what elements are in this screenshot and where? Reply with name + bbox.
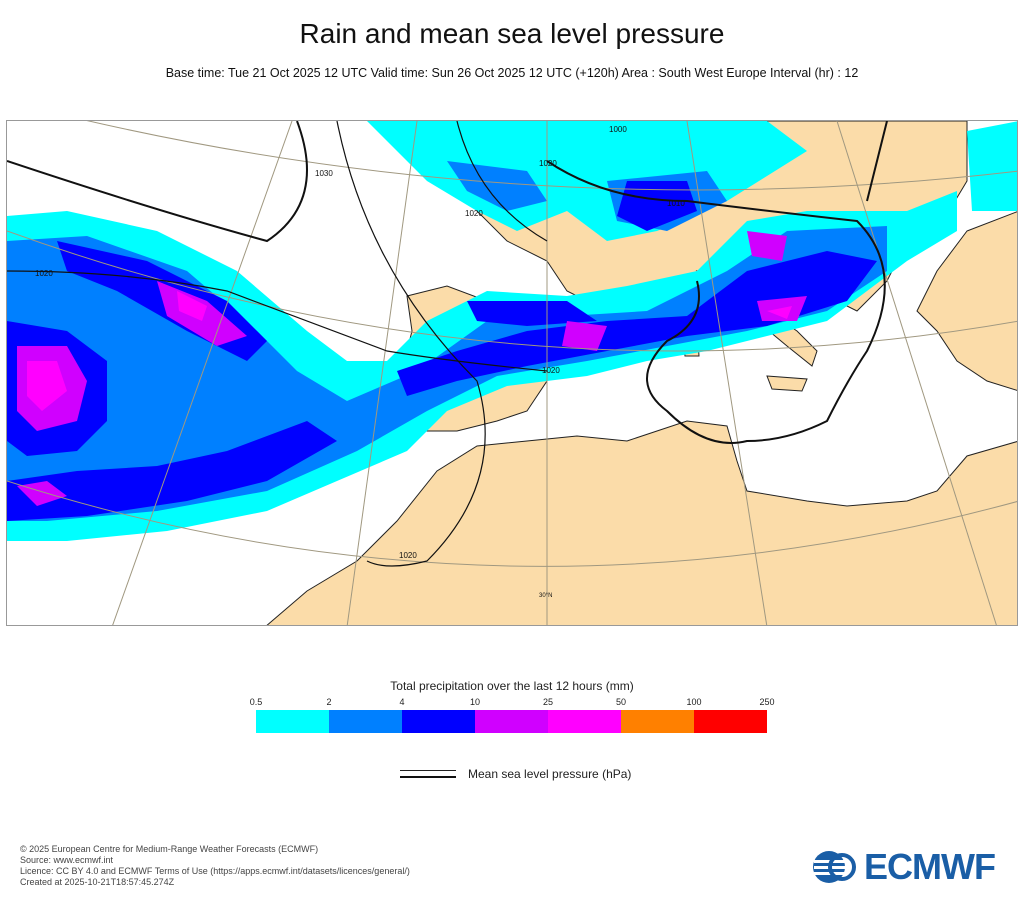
colorbar-swatch (621, 710, 694, 733)
graticule (7, 121, 1017, 625)
colorbar-tick: 10 (469, 697, 481, 707)
copyright-text: © 2025 European Centre for Medium-Range … (20, 844, 319, 854)
weather-map: 1030 1020 1020 1020 1020 1010 1000 1020 … (6, 120, 1018, 626)
footer: © 2025 European Centre for Medium-Range … (20, 844, 410, 888)
isobar-label: 1030 (315, 169, 333, 178)
logo-text: ECMWF (864, 846, 996, 887)
colorbar-tick: 4 (399, 697, 405, 707)
colorbar-swatch (475, 710, 548, 733)
colorbar-swatch (694, 710, 767, 733)
colorbar-tick: 25 (542, 697, 554, 707)
ecmwf-logo-icon (813, 851, 856, 883)
chart-subtitle: Base time: Tue 21 Oct 2025 12 UTC Valid … (165, 66, 859, 80)
isobar-label: 1020 (542, 366, 560, 375)
colorbar-swatch (329, 710, 402, 733)
isobars (7, 121, 888, 567)
colorbar-swatch (256, 710, 329, 733)
colorbar (256, 710, 767, 733)
colorbar-swatch (402, 710, 475, 733)
ecmwf-logo: ECMWF (812, 846, 996, 888)
pressure-line-swatch (400, 770, 456, 778)
isobar-label: 1020 (399, 551, 417, 560)
colorbar-title: Total precipitation over the last 12 hou… (390, 679, 634, 693)
created-text: Created at 2025-10-21T18:57:45.274Z (20, 877, 175, 887)
latitude-label: 30°N (539, 593, 552, 599)
colorbar-swatch (548, 710, 621, 733)
source-text: Source: www.ecmwf.int (20, 855, 114, 865)
colorbar-tick: 100 (686, 697, 702, 707)
map-svg: 1030 1020 1020 1020 1020 1010 1000 1020 … (7, 121, 1017, 625)
licence-text: Licence: CC BY 4.0 and ECMWF Terms of Us… (20, 866, 410, 876)
isobar-label: 1020 (539, 159, 557, 168)
colorbar-tick: 50 (615, 697, 627, 707)
isobar-label: 1020 (465, 209, 483, 218)
isobar-label: 1010 (667, 199, 685, 208)
pressure-legend-label: Mean sea level pressure (hPa) (468, 767, 632, 781)
colorbar-tick: 0.5 (249, 697, 263, 707)
isobar-label: 1000 (609, 125, 627, 134)
isobar-label: 1020 (35, 269, 53, 278)
precipitation-field (7, 121, 1017, 541)
colorbar-tick: 2 (326, 697, 332, 707)
chart-title: Rain and mean sea level pressure (299, 18, 725, 49)
colorbar-tick: 250 (759, 697, 775, 707)
